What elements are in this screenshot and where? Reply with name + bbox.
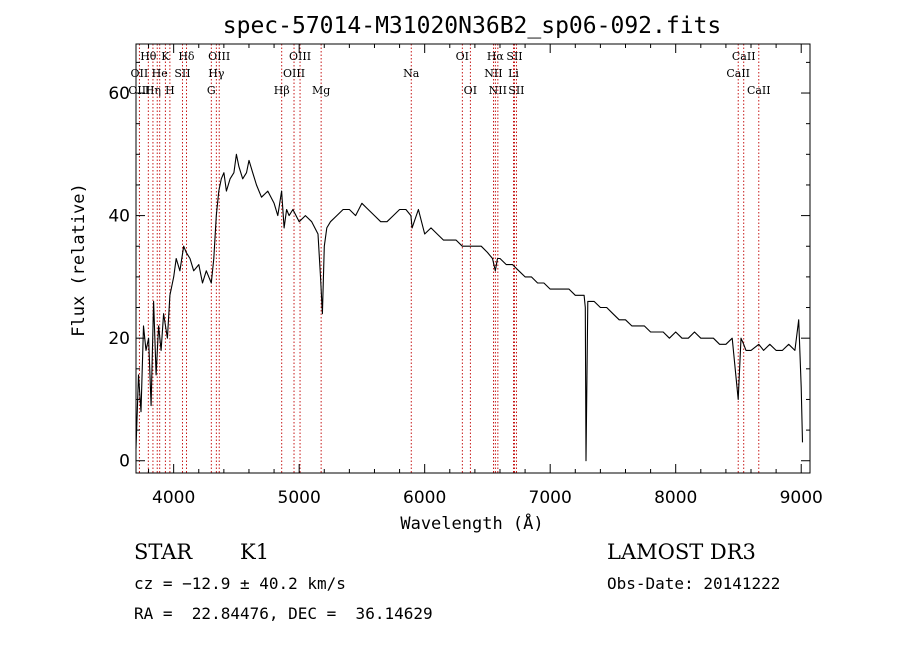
plot-frame [135, 43, 811, 474]
line-label: CaII [747, 84, 771, 97]
line-label: Hβ [274, 84, 290, 97]
line-label: OIII [289, 50, 311, 63]
x-tick-label: 7000 [529, 488, 572, 508]
x-tick-label: 9000 [780, 488, 823, 508]
x-tick-label: 5000 [278, 488, 321, 508]
object-class: STAR [134, 540, 193, 564]
line-label: OIII [128, 84, 150, 97]
spectral-line-markers [138, 44, 760, 473]
y-axis-label: Flux (relative) [69, 183, 89, 337]
line-label: Hη [145, 84, 161, 97]
line-label: Na [403, 67, 420, 80]
line-label: OII [131, 67, 149, 80]
line-label: OI [456, 50, 469, 63]
line-label: OIII [283, 67, 305, 80]
spectrum-line [135, 153, 804, 462]
x-axis-ticks: 4000 5000 6000 7000 8000 9000 [148, 44, 823, 508]
line-label: K [161, 50, 170, 63]
line-label: NII [489, 84, 507, 97]
y-tick-label: 0 [119, 452, 130, 472]
coordinates-readout: RA = 22.84476, DEC = 36.14629 [134, 604, 433, 623]
line-label: Hδ [178, 50, 195, 63]
line-label: SII [506, 50, 522, 63]
line-label: Hα [487, 50, 505, 63]
line-label: Mg [312, 84, 330, 97]
line-label: Hγ [208, 67, 225, 80]
line-label: CaII [732, 50, 756, 63]
chart-title: spec-57014-M31020N36B2_sp06-092.fits [223, 13, 722, 39]
x-tick-label: 4000 [152, 488, 195, 508]
line-label: Hθ [140, 50, 157, 63]
x-axis-label: Wavelength (Å) [400, 512, 543, 534]
line-label: Li [508, 67, 519, 80]
y-tick-label: 20 [108, 329, 130, 349]
x-tick-label: 6000 [403, 488, 446, 508]
y-tick-label: 60 [108, 84, 130, 104]
line-label: NII [484, 67, 502, 80]
line-label: SII [508, 84, 524, 97]
line-label: SII [174, 67, 190, 80]
line-label: CaII [726, 67, 750, 80]
line-label: OI [464, 84, 477, 97]
y-tick-label: 40 [108, 207, 130, 227]
survey-name: LAMOST DR3 [607, 540, 756, 564]
object-subclass: K1 [240, 540, 270, 564]
observation-date: Obs-Date: 20141222 [607, 574, 781, 593]
y-axis-ticks: 0 20 40 60 [108, 61, 810, 472]
line-label: H [165, 84, 175, 97]
line-label: He [152, 67, 168, 80]
redshift-readout: cz = −12.9 ± 40.2 km/s [134, 574, 346, 593]
line-label: G [207, 84, 216, 97]
x-tick-label: 8000 [654, 488, 697, 508]
line-label: OIII [208, 50, 230, 63]
